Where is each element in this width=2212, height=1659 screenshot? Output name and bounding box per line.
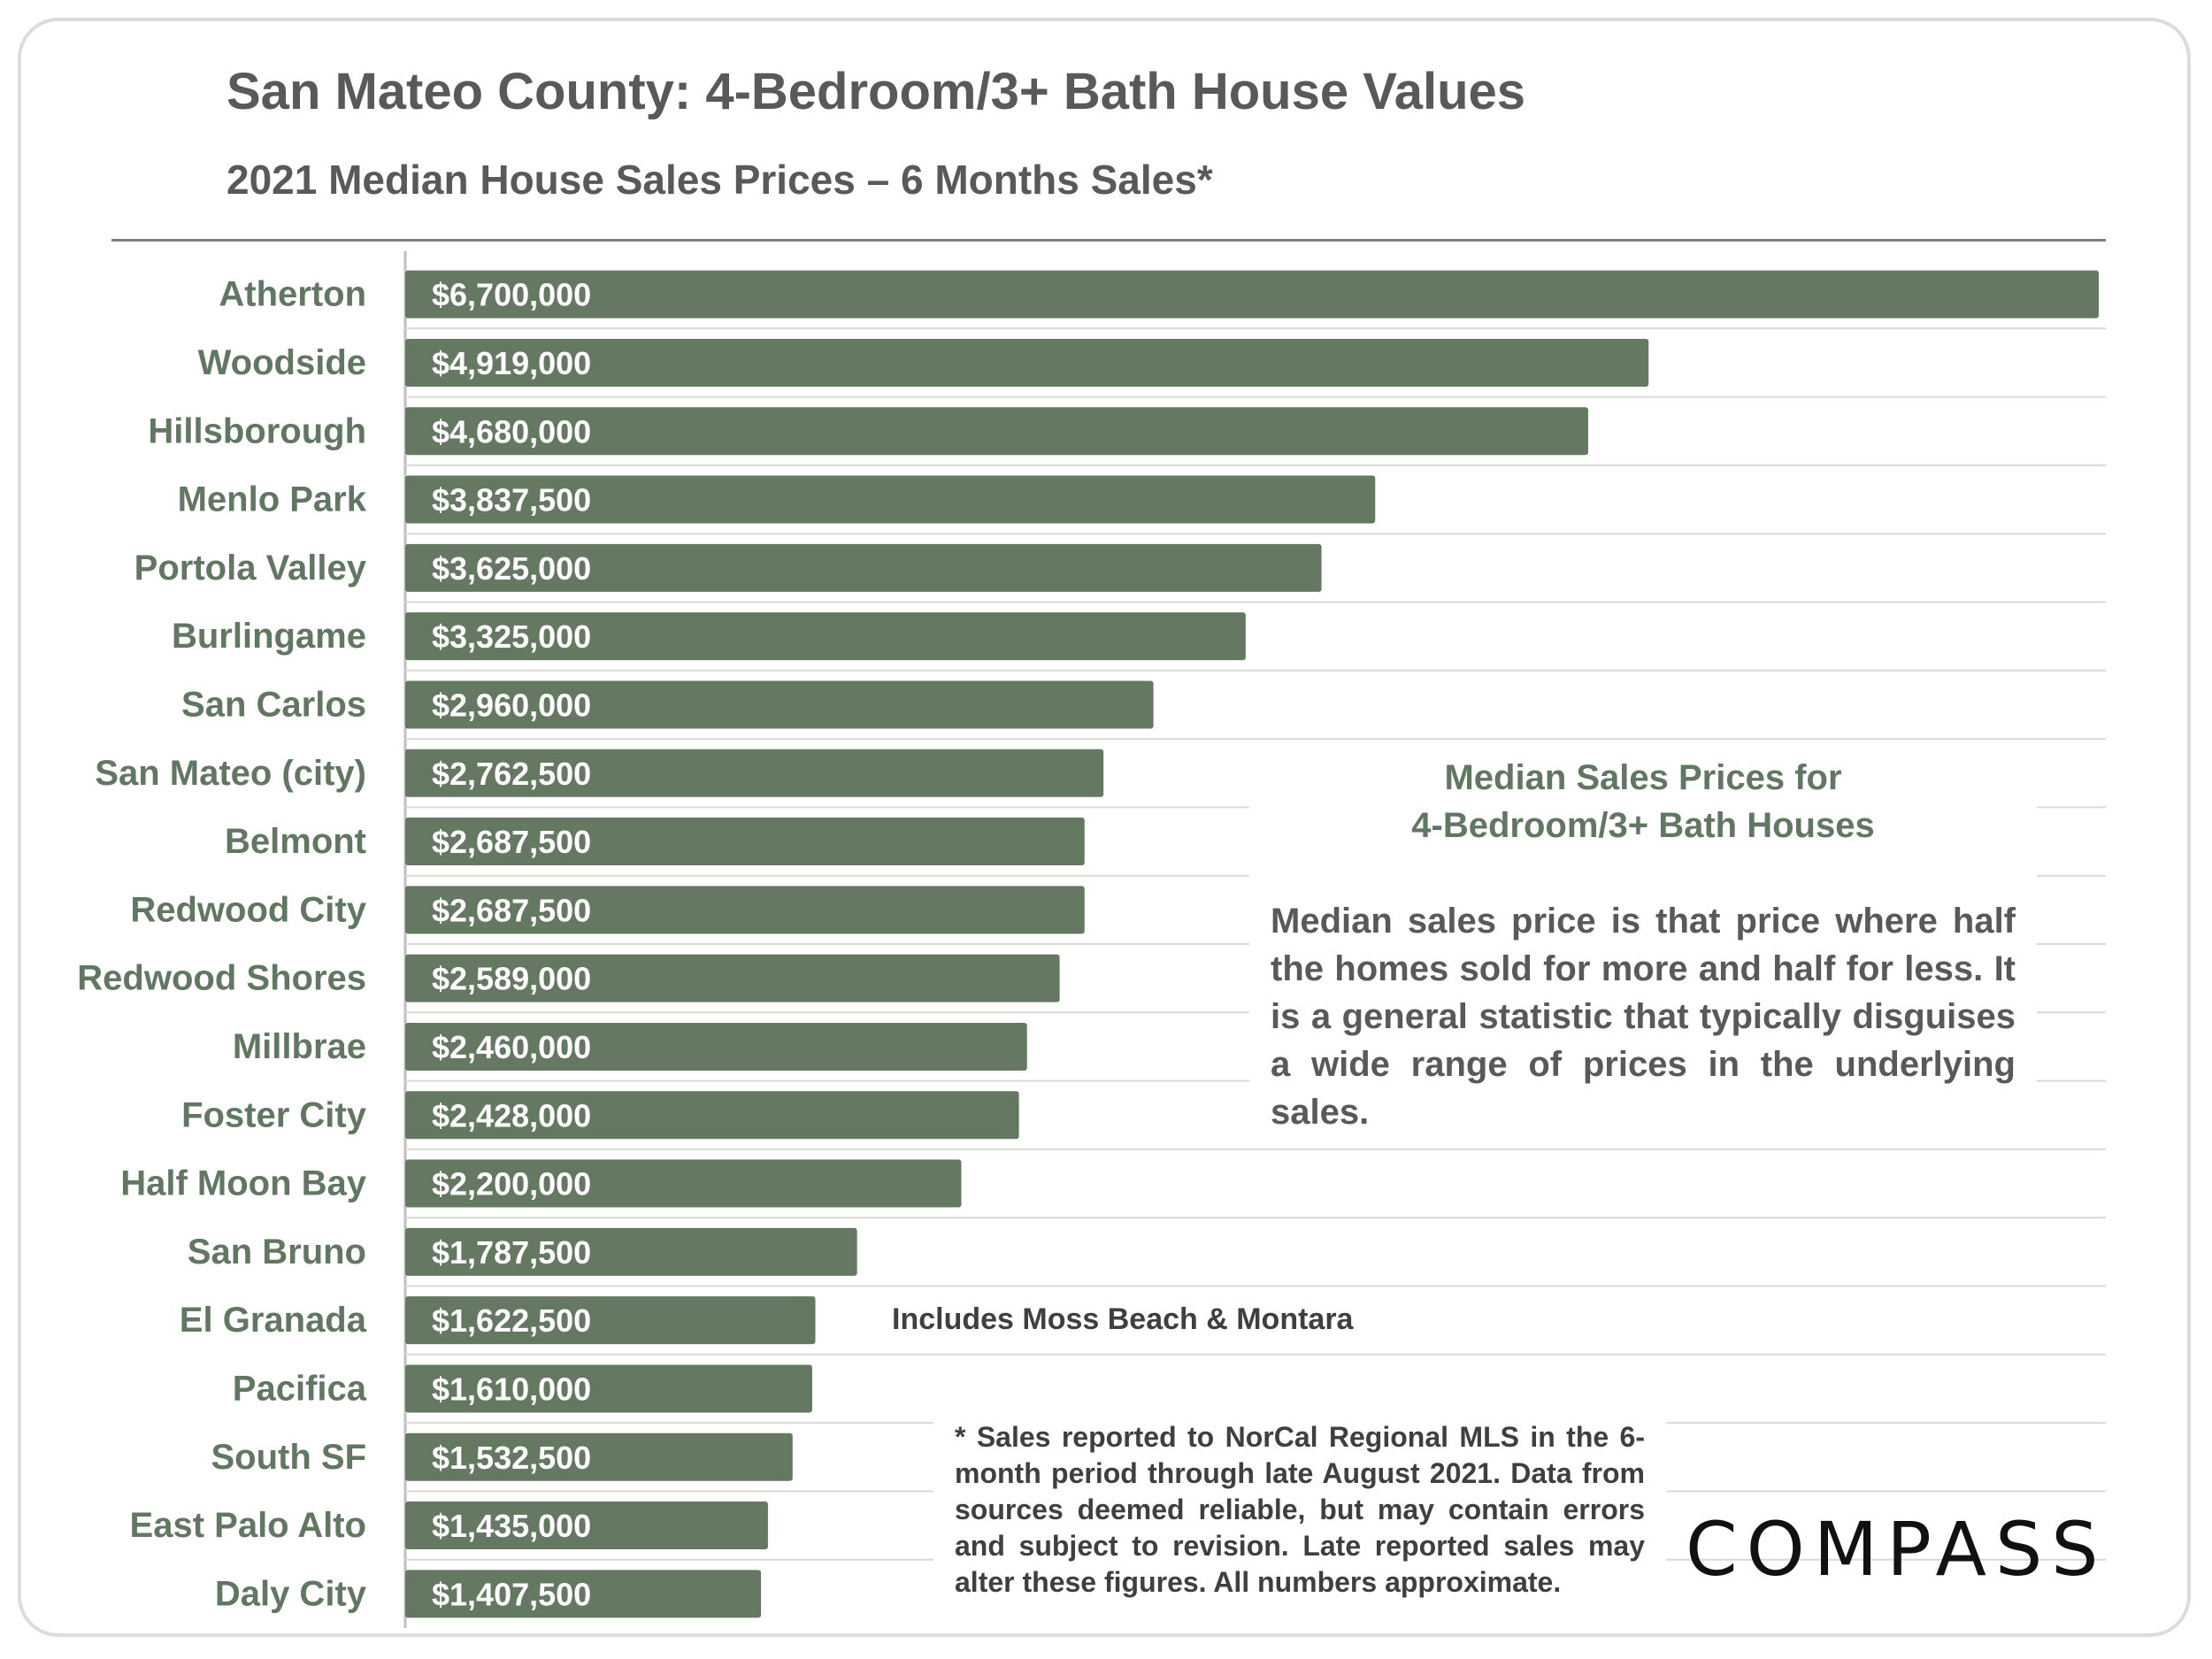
- category-label: Redwood City: [130, 890, 366, 929]
- category-label: Belmont: [225, 822, 366, 861]
- bar-value-label: $6,700,000: [432, 277, 591, 313]
- bar: [405, 1364, 812, 1413]
- category-label: Daly City: [215, 1574, 367, 1613]
- bar: [405, 1022, 1027, 1071]
- bar-value-label: $1,610,000: [432, 1371, 591, 1407]
- category-label: Menlo Park: [178, 480, 367, 519]
- bar-value-label: $1,435,000: [432, 1508, 591, 1544]
- bar: [405, 749, 1104, 797]
- category-label: Hillsborough: [148, 411, 366, 450]
- callout-heading-line2: 4-Bedroom/3+ Bath Houses: [1411, 806, 1875, 845]
- bar-value-label: $1,787,500: [432, 1234, 591, 1271]
- category-label: Atherton: [219, 275, 366, 314]
- footnote: * Sales reported to NorCal Regional MLS …: [933, 1412, 1666, 1608]
- bar: [405, 612, 1246, 661]
- bar: [405, 270, 2099, 319]
- bar: [405, 407, 1588, 456]
- bar-value-label: $2,960,000: [432, 687, 591, 723]
- category-label: San Carlos: [181, 685, 366, 724]
- bar: [405, 1296, 816, 1345]
- category-label: Pacifica: [233, 1369, 367, 1408]
- category-label: Burlingame: [172, 617, 366, 656]
- category-label: East Palo Alto: [130, 1506, 366, 1545]
- bar-value-label: $2,200,000: [432, 1166, 591, 1202]
- category-label: Foster City: [181, 1095, 367, 1134]
- bar-value-label: $2,460,000: [432, 1029, 591, 1065]
- category-label: El Granada: [180, 1301, 367, 1340]
- bar-value-label: $3,837,500: [432, 482, 591, 518]
- chart-subtitle: 2021 Median House Sales Prices – 6 Month…: [227, 157, 1213, 203]
- bar-value-label: $2,428,000: [432, 1097, 591, 1133]
- callout-body: Median sales price is that price where h…: [1271, 902, 2016, 1132]
- bar: [405, 1091, 1019, 1140]
- category-label: San Mateo (city): [95, 754, 366, 793]
- category-label: Millbrae: [233, 1027, 366, 1066]
- bar-value-label: $3,625,000: [432, 550, 591, 587]
- category-label: Half Moon Bay: [120, 1164, 367, 1203]
- bar-value-label: $1,407,500: [432, 1576, 591, 1612]
- el-granada-note: Includes Moss Beach & Montara: [892, 1302, 1354, 1336]
- bar: [405, 338, 1649, 387]
- bar: [405, 1227, 857, 1276]
- bar-value-label: $2,589,000: [432, 961, 591, 997]
- bar-value-label: $2,687,500: [432, 892, 591, 928]
- callout-heading: Median Sales Prices for 4-Bedroom/3+ Bat…: [1249, 754, 2037, 849]
- bar-value-label: $4,680,000: [432, 413, 591, 449]
- bar-value-label: $2,687,500: [432, 824, 591, 860]
- category-label: Redwood Shores: [77, 959, 366, 998]
- bar: [405, 1159, 962, 1208]
- bar: [405, 1570, 762, 1618]
- bar-value-label: $1,622,500: [432, 1302, 591, 1339]
- bar: [405, 543, 1322, 592]
- chart-title: San Mateo County: 4-Bedroom/3+ Bath Hous…: [227, 63, 1526, 120]
- bar: [405, 818, 1085, 866]
- bar: [405, 475, 1376, 524]
- bar-value-label: $4,919,000: [432, 345, 591, 381]
- title-divider: [111, 239, 2106, 242]
- bar: [405, 954, 1060, 1002]
- bar: [405, 886, 1085, 934]
- bar-value-label: $1,532,500: [432, 1440, 591, 1476]
- callout-box: Median Sales Prices for 4-Bedroom/3+ Bat…: [1249, 750, 2037, 1132]
- callout-heading-line1: Median Sales Prices for: [1444, 758, 1842, 797]
- category-label: South SF: [211, 1438, 366, 1477]
- category-label: Portola Valley: [134, 549, 367, 588]
- compass-logo: COMPASS: [1686, 1506, 2108, 1593]
- category-label: Woodside: [198, 343, 366, 382]
- bar: [405, 1432, 793, 1481]
- bar: [405, 1502, 768, 1550]
- category-label: San Bruno: [188, 1233, 366, 1271]
- bar-value-label: $3,325,000: [432, 618, 591, 655]
- bar-value-label: $2,762,500: [432, 756, 591, 792]
- bar: [405, 680, 1154, 729]
